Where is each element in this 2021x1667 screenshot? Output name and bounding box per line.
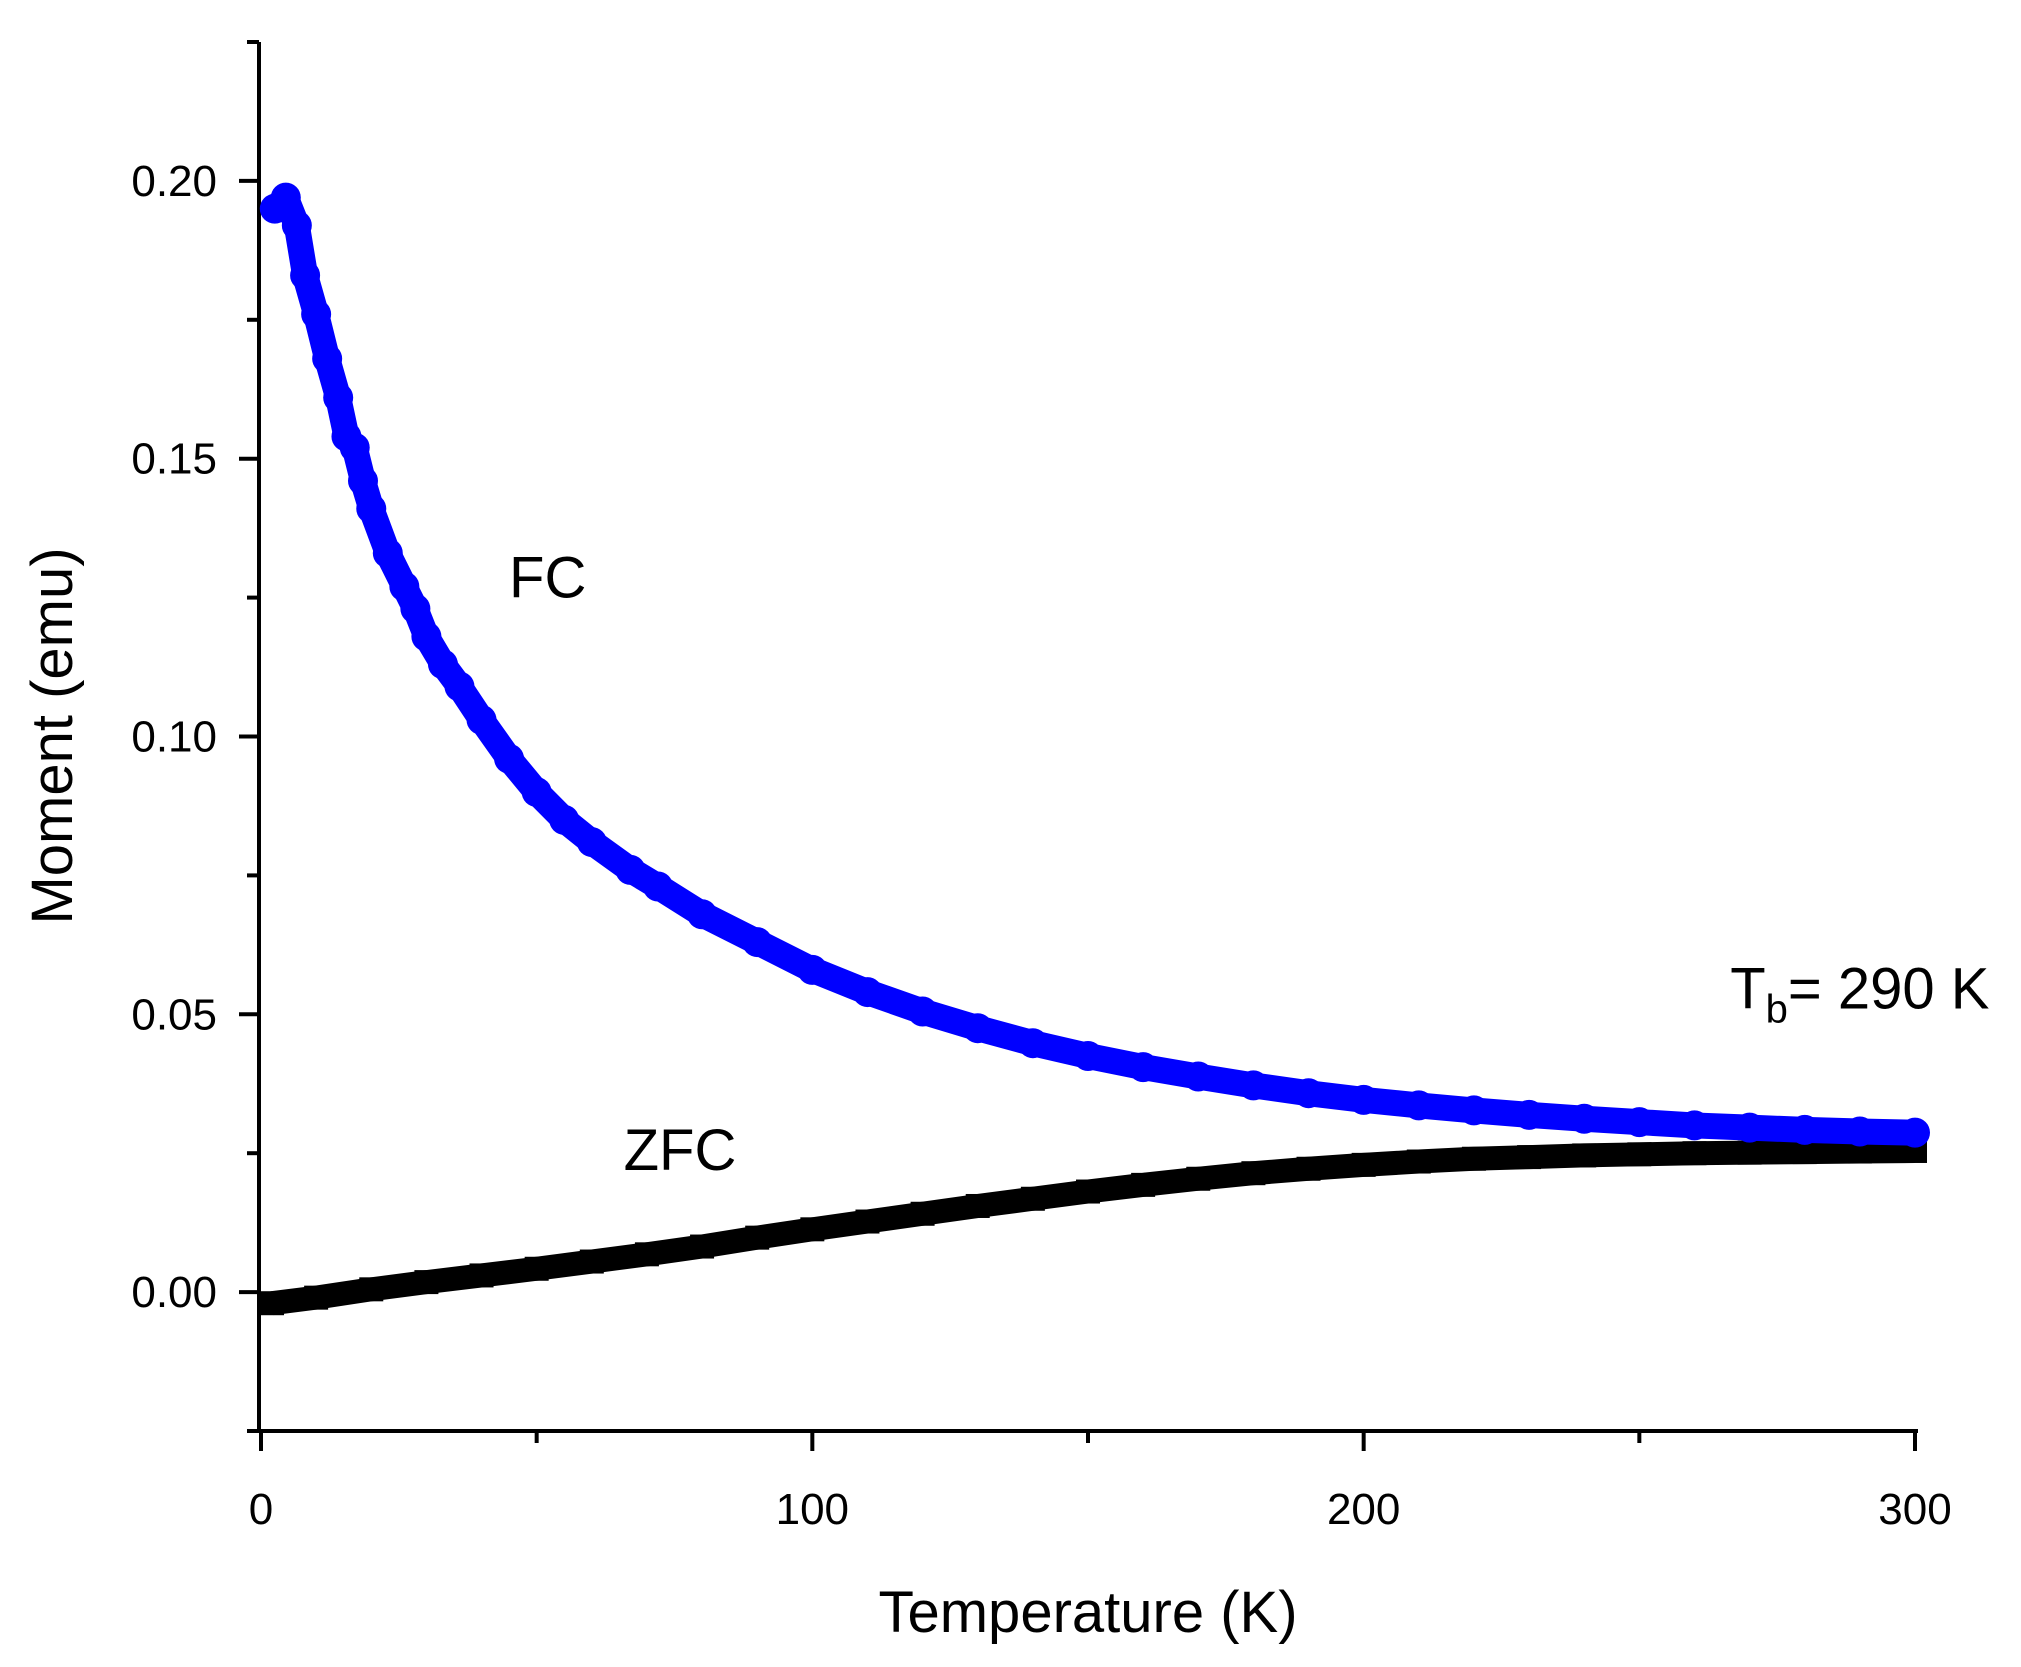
fc-point (615, 854, 646, 885)
fc-point (1458, 1095, 1489, 1126)
x-tick-label: 100 (776, 1485, 849, 1534)
zfc-point (469, 1263, 494, 1288)
fc-point (444, 671, 475, 702)
x-tick-label: 300 (1878, 1485, 1951, 1534)
fc-point (576, 827, 607, 858)
fc-point (411, 621, 442, 652)
blocking-temperature-label: Tb= 290 K (1730, 957, 1990, 1032)
fc-point (1128, 1052, 1159, 1083)
zfc-point (1351, 1152, 1376, 1177)
zfc-point (800, 1217, 825, 1242)
zfc-point (1020, 1186, 1045, 1211)
zfc-point (304, 1285, 329, 1310)
zfc-label: ZFC (624, 1118, 737, 1183)
fc-point (1789, 1114, 1820, 1145)
tb-value: = 290 K (1788, 957, 1990, 1022)
fc-point (1734, 1112, 1765, 1143)
fc-point (1183, 1061, 1214, 1092)
fc-point (427, 649, 458, 680)
zfc-point (1627, 1142, 1652, 1167)
fc-point (400, 593, 431, 624)
fc-point (549, 804, 580, 835)
fc-point (1017, 1028, 1048, 1059)
zfc-point (359, 1277, 384, 1302)
fc-point (466, 704, 497, 735)
fc-point (1624, 1107, 1655, 1138)
zfc-point (745, 1225, 770, 1250)
fc-point (323, 382, 354, 413)
series-zfc (260, 1138, 1927, 1316)
fc-point (270, 182, 301, 213)
zfc-point (524, 1256, 549, 1281)
zfc-point (1517, 1145, 1542, 1170)
series-fc (259, 182, 1930, 1148)
fc-point (389, 571, 420, 602)
fc-point (1844, 1116, 1875, 1147)
fc-point (852, 977, 883, 1008)
fc-point (1679, 1110, 1710, 1141)
fc-point (1238, 1070, 1269, 1101)
zfc-point (1406, 1149, 1431, 1174)
fc-point (339, 432, 370, 463)
tb-symbol: T (1730, 957, 1765, 1022)
zfc-point (1737, 1140, 1762, 1165)
y-tick-label: 0.20 (131, 157, 217, 206)
zfc-point (260, 1291, 285, 1316)
zfc-point (1076, 1179, 1100, 1204)
fc-point (372, 538, 403, 569)
zfc-point (965, 1193, 990, 1218)
zfc-point (1461, 1146, 1486, 1171)
fc-line (261, 184, 1928, 1146)
fc-point (907, 996, 938, 1027)
zfc-line (270, 1138, 1916, 1316)
zfc-point (855, 1209, 880, 1234)
zfc-point (1572, 1143, 1597, 1168)
x-axis-title: Temperature (K) (878, 1580, 1297, 1645)
y-axis-title: Moment (emu) (20, 547, 85, 924)
fc-point (1514, 1099, 1545, 1130)
fc-point (1403, 1090, 1434, 1121)
fc-point (521, 777, 552, 808)
zfc-point (1131, 1172, 1156, 1197)
zfc-point (1186, 1166, 1211, 1191)
fc-point (1900, 1117, 1930, 1148)
zfc-point (690, 1234, 715, 1259)
y-tick-label: 0.05 (131, 990, 217, 1039)
fc-point (494, 743, 525, 774)
fc-point (742, 927, 773, 958)
zfc-point (579, 1249, 604, 1274)
fc-point (962, 1013, 993, 1044)
fc-label: FC (509, 546, 586, 611)
zfc-point (1241, 1161, 1266, 1186)
tb-subscript: b (1766, 988, 1788, 1032)
tick-labels: 0 100 200 300 0.00 0.05 0.10 0.15 0.20 (131, 157, 1951, 1534)
x-tick-label: 200 (1327, 1485, 1400, 1534)
fc-point (797, 954, 828, 985)
fc-point (642, 871, 673, 902)
fc-point (281, 210, 312, 241)
zfc-point (910, 1201, 935, 1226)
y-tick-label: 0.10 (131, 713, 217, 762)
zfc-point (1296, 1156, 1321, 1181)
ticks (239, 40, 1917, 1451)
fc-point (290, 260, 321, 291)
fc-point (687, 899, 718, 930)
zfc-point (1682, 1141, 1707, 1166)
fc-point (347, 465, 378, 496)
y-tick-label: 0.00 (131, 1268, 217, 1317)
fc-point (312, 343, 343, 374)
fc-point (301, 299, 332, 330)
zfc-point (414, 1270, 439, 1295)
fc-point (356, 493, 387, 524)
fc-point (1293, 1078, 1324, 1109)
fc-point (1569, 1103, 1600, 1134)
fc-point (1073, 1040, 1103, 1071)
x-tick-label: 0 (249, 1485, 273, 1534)
zfc-point (634, 1242, 659, 1267)
fc-point (1348, 1084, 1379, 1115)
y-tick-label: 0.15 (131, 435, 217, 484)
